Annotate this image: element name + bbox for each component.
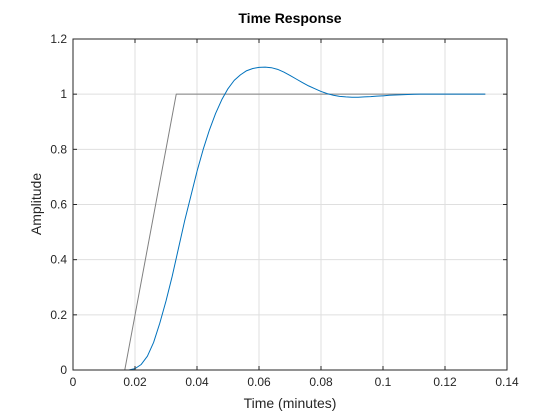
x-tick-label: 0.02 [123, 375, 147, 389]
y-tick-label: 1.2 [50, 32, 67, 46]
x-tick-label: 0.12 [433, 375, 457, 389]
y-tick-label: 0.4 [50, 253, 67, 267]
y-axis-label: Amplitude [28, 173, 44, 235]
response-curve-line [73, 66, 486, 371]
y-tick-label: 0 [60, 363, 67, 377]
y-tick-label: 0.8 [50, 142, 67, 156]
chart-title: Time Response [238, 10, 341, 26]
y-tick-label: 0.6 [50, 198, 67, 212]
y-tick-label: 0.2 [50, 308, 67, 322]
axis-ticks: 0 0.02 0.04 0.06 0.08 0.1 0.12 0.14 0 0.2 0.4 0.6 0.… [50, 32, 519, 389]
x-tick-label: 0.04 [185, 375, 209, 389]
x-tick-label: 0.14 [495, 375, 519, 389]
x-tick-label: 0.08 [309, 375, 333, 389]
x-tick-label: 0.1 [375, 375, 392, 389]
x-tick-label: 0.06 [247, 375, 271, 389]
x-tick-label: 0 [70, 375, 77, 389]
x-axis-label: Time (minutes) [244, 395, 337, 411]
y-tick-label: 1 [60, 87, 67, 101]
